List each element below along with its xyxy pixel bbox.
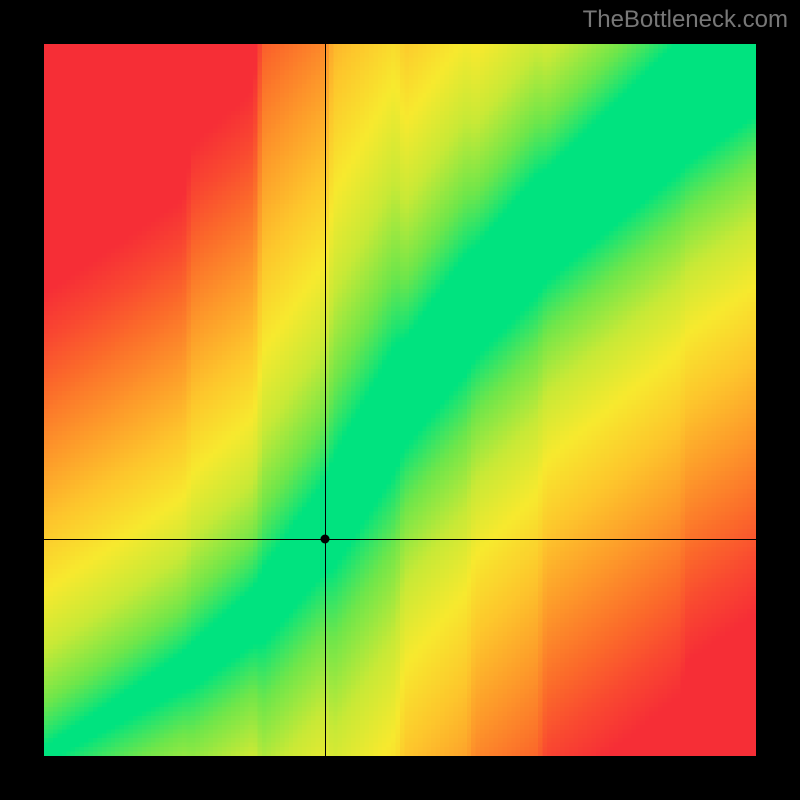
heatmap-canvas — [44, 44, 756, 756]
chart-stage: TheBottleneck.com — [0, 0, 800, 800]
watermark-text: TheBottleneck.com — [583, 6, 788, 34]
plot-area — [44, 44, 756, 756]
